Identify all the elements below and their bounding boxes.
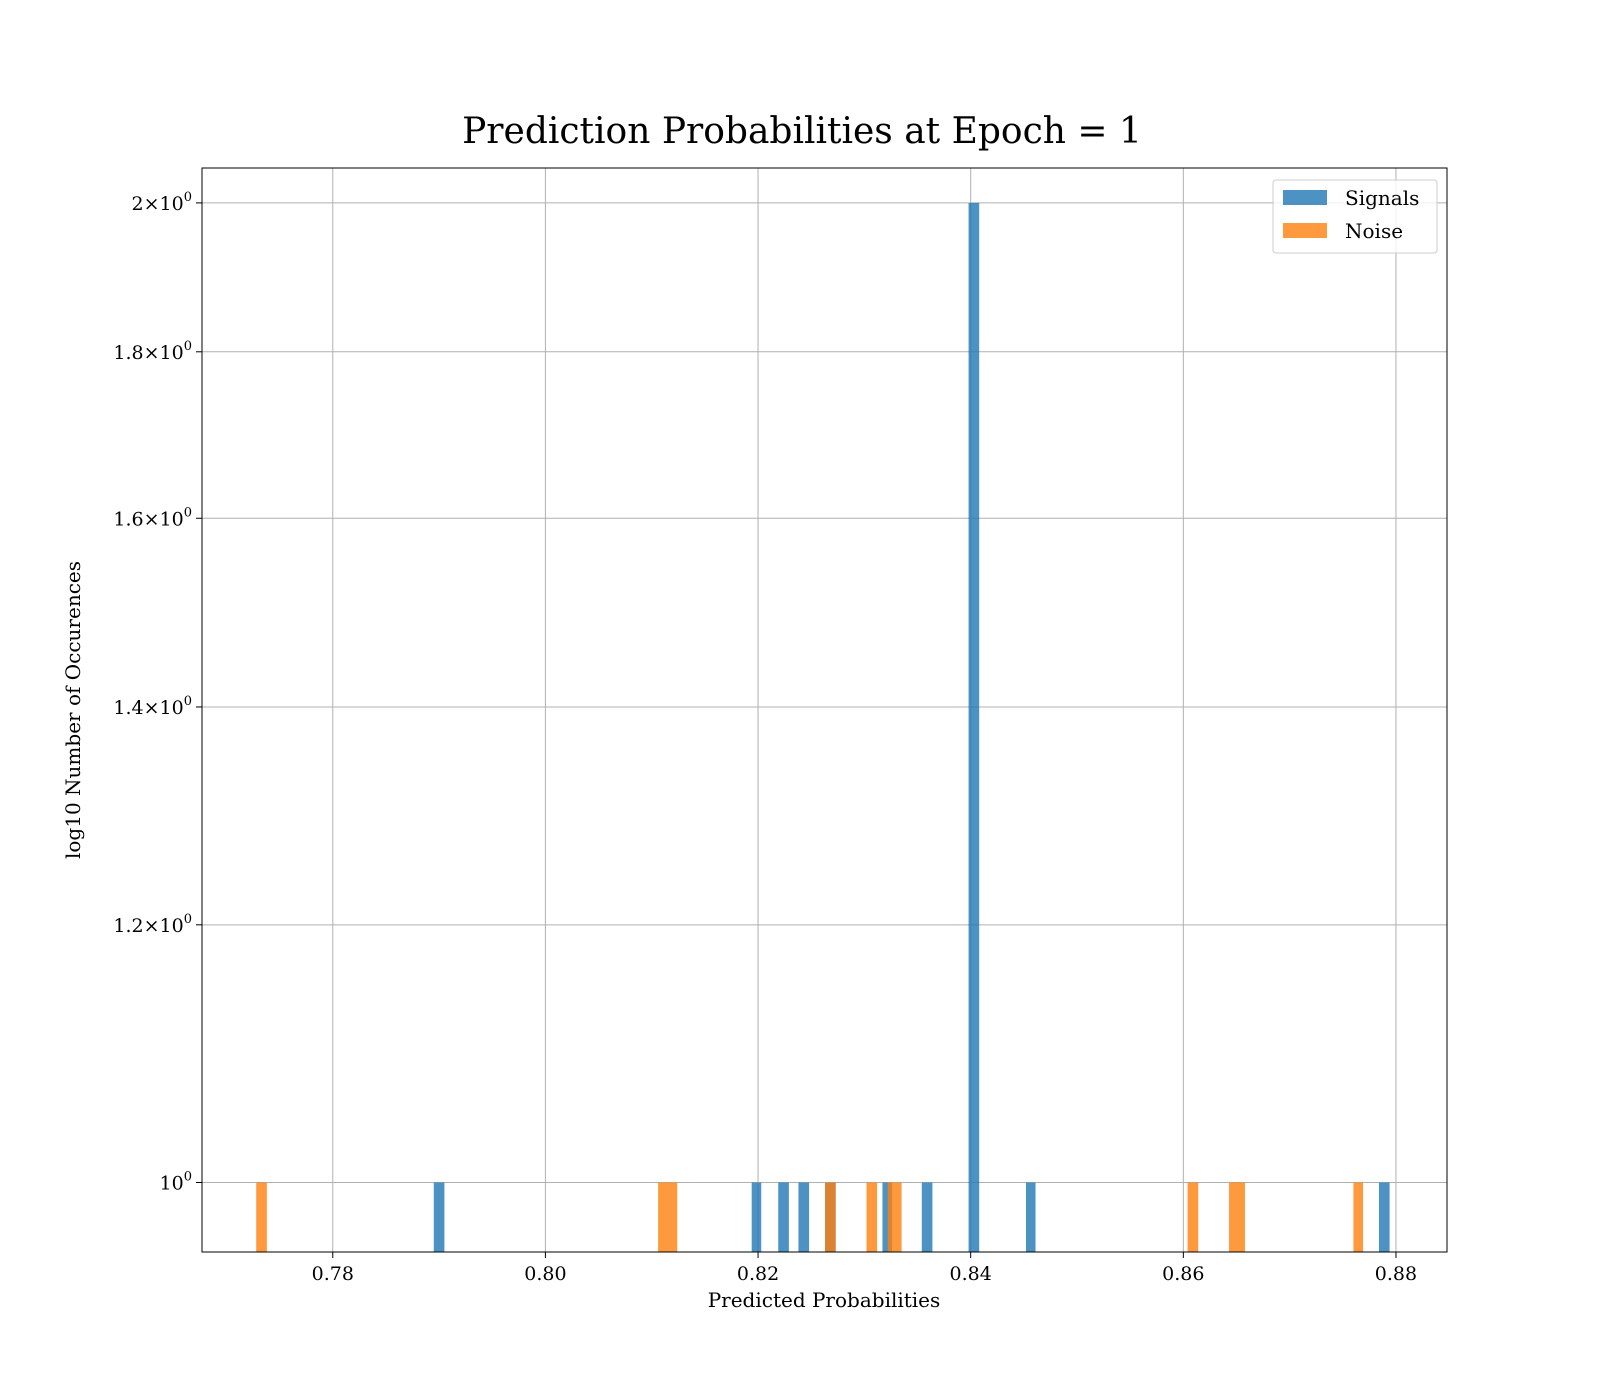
bar-noise bbox=[1229, 1182, 1245, 1252]
grid-lines bbox=[202, 168, 1447, 1252]
bar-noise bbox=[1187, 1182, 1199, 1252]
x-axis-ticks: 0.78 0.80 0.82 0.84 0.86 0.88 bbox=[312, 1252, 1417, 1285]
x-tick-label: 0.78 bbox=[312, 1263, 354, 1285]
x-tick-label: 0.88 bbox=[1375, 1263, 1417, 1285]
y-tick-label: 100 bbox=[160, 1169, 192, 1194]
y-tick-label: 2×100 bbox=[132, 190, 192, 215]
bar-noise bbox=[256, 1182, 267, 1252]
bar-signals bbox=[1378, 1182, 1390, 1252]
bar-signals bbox=[1025, 1182, 1036, 1252]
bar-signals bbox=[778, 1182, 789, 1252]
x-tick-label: 0.84 bbox=[950, 1263, 992, 1285]
x-axis-label: Predicted Probabilities bbox=[708, 1288, 941, 1312]
bar-signals bbox=[882, 1182, 893, 1252]
x-tick-label: 0.86 bbox=[1162, 1263, 1204, 1285]
plot-frame bbox=[201, 167, 1448, 1253]
bar-noise bbox=[825, 1182, 836, 1252]
x-tick-label: 0.82 bbox=[737, 1263, 779, 1285]
bars bbox=[256, 202, 1390, 1252]
bar-noise bbox=[658, 1182, 678, 1252]
y-tick-label: 1.2×100 bbox=[113, 912, 192, 937]
legend: Signals Noise bbox=[1272, 179, 1438, 254]
bar-noise bbox=[1353, 1182, 1364, 1252]
chart-title: Prediction Probabilities at Epoch = 1 bbox=[462, 111, 1142, 152]
legend-label-signals: Signals bbox=[1345, 186, 1419, 210]
legend-swatch-signals bbox=[1283, 190, 1327, 205]
legend-swatch-noise bbox=[1283, 223, 1327, 238]
bar-signals bbox=[921, 1182, 933, 1252]
y-tick-label: 1.8×100 bbox=[113, 339, 192, 364]
bar-signals bbox=[433, 1182, 445, 1252]
legend-label-noise: Noise bbox=[1345, 219, 1403, 243]
y-tick-label: 1.4×100 bbox=[113, 694, 192, 719]
y-tick-label: 1.6×100 bbox=[113, 505, 192, 530]
bar-signals bbox=[751, 1182, 762, 1252]
y-axis-label: log10 Number of Occurences bbox=[61, 561, 85, 859]
bar-signals bbox=[798, 1182, 810, 1252]
x-tick-label: 0.80 bbox=[524, 1263, 566, 1285]
bar-signals bbox=[968, 202, 980, 1252]
bar-noise bbox=[887, 1182, 902, 1252]
y-axis-ticks: 100 1.2×100 1.4×100 1.6×100 1.8×100 2×100 bbox=[113, 190, 202, 1194]
bar-noise bbox=[866, 1182, 878, 1252]
